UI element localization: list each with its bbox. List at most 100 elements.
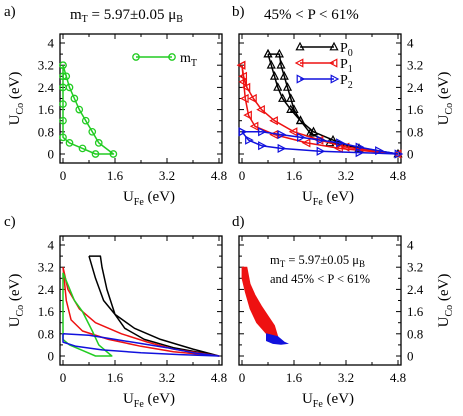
data-point xyxy=(258,141,267,151)
data-point xyxy=(249,121,259,131)
series-line-black xyxy=(267,53,399,155)
y-tick-label: 0 xyxy=(407,147,414,162)
region-red xyxy=(241,266,279,338)
legend-marker xyxy=(329,41,339,51)
legend-marker xyxy=(294,58,304,68)
data-point xyxy=(336,138,345,148)
data-point xyxy=(286,93,296,102)
data-point xyxy=(258,127,267,137)
x-tick-label: 3.2 xyxy=(159,370,175,385)
x-axis-label: UFe (eV) xyxy=(302,189,354,208)
y-tick-label: 1.6 xyxy=(38,102,55,117)
panel-b-caption: 45% < P < 61% xyxy=(264,7,359,23)
y-tick-label: 3.2 xyxy=(38,260,54,275)
y-tick-label: 3.2 xyxy=(407,58,423,73)
data-point xyxy=(375,146,384,156)
series-line-blue xyxy=(241,131,399,155)
data-point xyxy=(238,127,248,137)
y-tick-label: 0.8 xyxy=(38,124,54,139)
y-tick-label: 3.2 xyxy=(38,58,54,73)
data-point xyxy=(288,127,298,137)
data-point xyxy=(278,93,288,102)
data-point xyxy=(88,127,97,136)
x-tick-label: 3.2 xyxy=(338,168,354,183)
y-axis-label: UCo (eV) xyxy=(7,72,26,126)
legend-label: P2 xyxy=(340,73,353,91)
x-tick-label: 4.8 xyxy=(390,168,406,183)
legend-label: P1 xyxy=(340,57,353,75)
data-point xyxy=(94,139,103,147)
data-point xyxy=(59,61,67,70)
annotation-line-1: mT = 5.97±0.05 μB xyxy=(270,253,365,269)
region-blue xyxy=(265,333,289,345)
y-tick-label: 0 xyxy=(407,349,414,364)
panel-b-label: b) xyxy=(232,4,245,20)
x-tick-label: 0 xyxy=(60,370,67,385)
legend-marker xyxy=(168,53,176,61)
data-point xyxy=(70,94,79,103)
x-tick-label: 0 xyxy=(60,168,67,183)
data-point xyxy=(273,82,283,91)
y-tick-label: 3.2 xyxy=(407,260,423,275)
x-tick-label: 4.8 xyxy=(390,370,406,385)
x-tick-label: 1.6 xyxy=(286,168,303,183)
series-line-green xyxy=(62,64,115,155)
y-tick-label: 1.6 xyxy=(407,304,424,319)
data-point xyxy=(59,116,67,125)
plot-frame xyxy=(238,33,402,164)
data-point xyxy=(316,146,326,156)
data-point xyxy=(248,93,257,104)
y-tick-label: 2.4 xyxy=(38,282,55,297)
data-point xyxy=(297,132,306,142)
y-tick-label: 2.4 xyxy=(407,282,424,297)
data-point xyxy=(301,138,311,148)
data-point xyxy=(355,148,365,158)
legend-marker xyxy=(328,58,338,68)
x-axis-label: UFe (eV) xyxy=(302,391,354,410)
data-point xyxy=(269,116,278,126)
data-point xyxy=(355,142,365,152)
x-tick-label: 1.6 xyxy=(286,370,303,385)
x-tick-label: 0 xyxy=(239,168,246,183)
legend-marker xyxy=(330,74,340,84)
data-point xyxy=(305,127,315,137)
series-line-blue xyxy=(62,333,220,357)
y-tick-label: 1.6 xyxy=(407,102,424,117)
data-point xyxy=(245,135,254,145)
legend-marker xyxy=(295,41,305,51)
x-tick-label: 3.2 xyxy=(159,168,175,183)
legend-label: mT xyxy=(180,51,197,69)
y-tick-label: 2.4 xyxy=(38,80,55,95)
y-axis-label: UCo (eV) xyxy=(7,274,26,328)
data-point xyxy=(81,116,90,125)
panel-c: c) 0 1.6 3.2 4.8 0 0.8 1.6 2.4 3.2 4 UFe (eV) UCo (… xyxy=(4,214,227,410)
panel-b: b) 45% < P < 61% 0 1.6 3.2 4.800.81.62.43.2… xyxy=(232,4,455,208)
data-point xyxy=(109,150,118,158)
data-point xyxy=(75,105,84,114)
data-point xyxy=(65,139,74,147)
y-tick-label: 4 xyxy=(407,36,414,51)
y-tick-label: 4 xyxy=(48,36,55,51)
panel-a-caption: mT = 5.97±0.05 μB xyxy=(70,7,183,25)
legend-marker xyxy=(132,53,140,61)
y-tick-label: 2.4 xyxy=(407,80,424,95)
data-point xyxy=(282,82,293,91)
data-point xyxy=(340,142,350,152)
data-point xyxy=(276,59,286,69)
data-point xyxy=(59,72,67,81)
data-point xyxy=(274,48,284,58)
data-point xyxy=(238,71,248,81)
legend-marker xyxy=(296,74,306,84)
data-point xyxy=(289,104,299,114)
y-axis-label: UCo (eV) xyxy=(436,274,455,328)
data-point xyxy=(78,144,87,153)
data-point xyxy=(239,93,249,104)
data-point xyxy=(238,77,248,87)
data-point xyxy=(243,110,252,120)
data-point xyxy=(62,72,71,81)
panel-a: a) mT = 5.97±0.05 μB 0 1.6 3.2 4.8 0 0.8 1.6 2.… xyxy=(4,4,227,208)
data-point xyxy=(277,143,287,154)
y-tick-label: 1.6 xyxy=(38,304,55,319)
